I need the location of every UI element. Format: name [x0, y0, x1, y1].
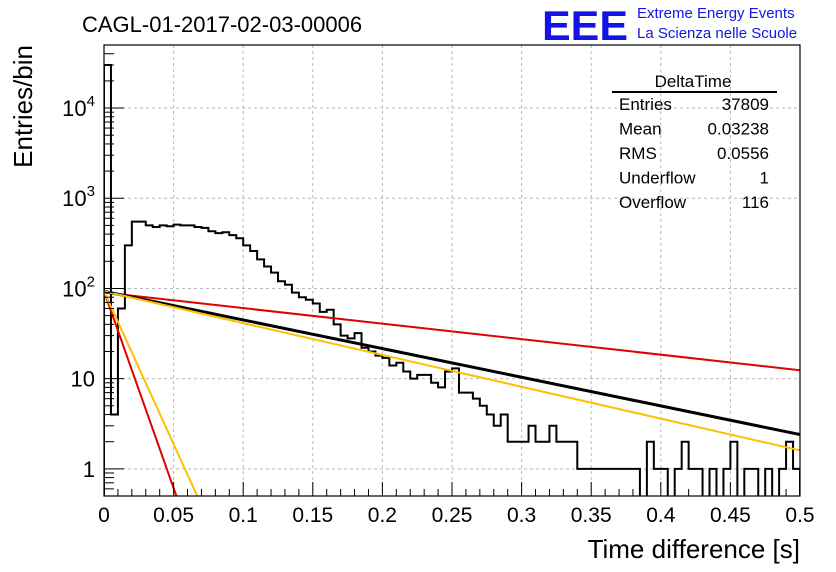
stats-label: Entries [619, 95, 672, 114]
x-axis-label: Time difference [s] [588, 534, 800, 564]
plot-area [104, 64, 800, 496]
chart-title: CAGL-01-2017-02-03-00006 [82, 12, 362, 37]
stats-label: Overflow [619, 193, 687, 212]
x-tick-label: 0.1 [229, 504, 258, 527]
x-tick-label: 0.2 [368, 504, 397, 527]
fit-curve-4 [104, 290, 178, 496]
y-tick-label: 103 [62, 183, 95, 211]
x-tick-label: 0.5 [785, 504, 814, 527]
x-tick-label: 0.45 [710, 504, 751, 527]
y-tick-label: 10 [71, 367, 95, 392]
stats-value: 0.0556 [717, 144, 769, 163]
x-tick-label: 0.3 [507, 504, 536, 527]
y-axis: 1 10 102 103 104 [62, 44, 124, 497]
fit-curve-2 [104, 289, 800, 437]
logo-subtitle-2: La Scienza nelle Scuole [637, 25, 797, 42]
eee-logo: EEE [542, 2, 628, 49]
stats-value: 1 [760, 169, 769, 188]
y-tick-label: 102 [62, 273, 95, 301]
y-tick-label: 104 [62, 93, 95, 121]
stats-label: RMS [619, 144, 657, 163]
x-tick-label: 0.4 [646, 504, 676, 527]
logo-subtitle-1: Extreme Energy Events [637, 5, 795, 22]
x-tick-label: 0.15 [292, 504, 333, 527]
stats-box-title: DeltaTime [655, 72, 732, 91]
histogram-series [104, 64, 800, 496]
x-tick-label: 0.05 [153, 504, 194, 527]
x-tick-label: 0.25 [432, 504, 473, 527]
x-tick-label: 0.35 [571, 504, 612, 527]
stats-box: DeltaTime Entries 37809 Mean 0.03238 RMS 0.05… [612, 72, 777, 212]
fit-curve-5 [104, 290, 199, 496]
stats-value: 0.03238 [708, 120, 769, 139]
x-tick-label: 0 [98, 504, 110, 527]
stats-label: Mean [619, 120, 662, 139]
fit-curve-1 [104, 291, 800, 372]
y-axis-label: Entries/bin [8, 45, 38, 168]
stats-label: Underflow [619, 169, 696, 188]
stats-value: 116 [742, 193, 769, 212]
y-tick-label: 1 [83, 457, 95, 482]
fit-curve-3 [104, 290, 800, 452]
grid-lines [104, 45, 800, 496]
x-axis: 0 0.05 0.1 0.15 0.2 0.25 0.3 0.35 0.4 0.45 0.5 [98, 482, 815, 527]
stats-value: 37809 [722, 95, 769, 114]
